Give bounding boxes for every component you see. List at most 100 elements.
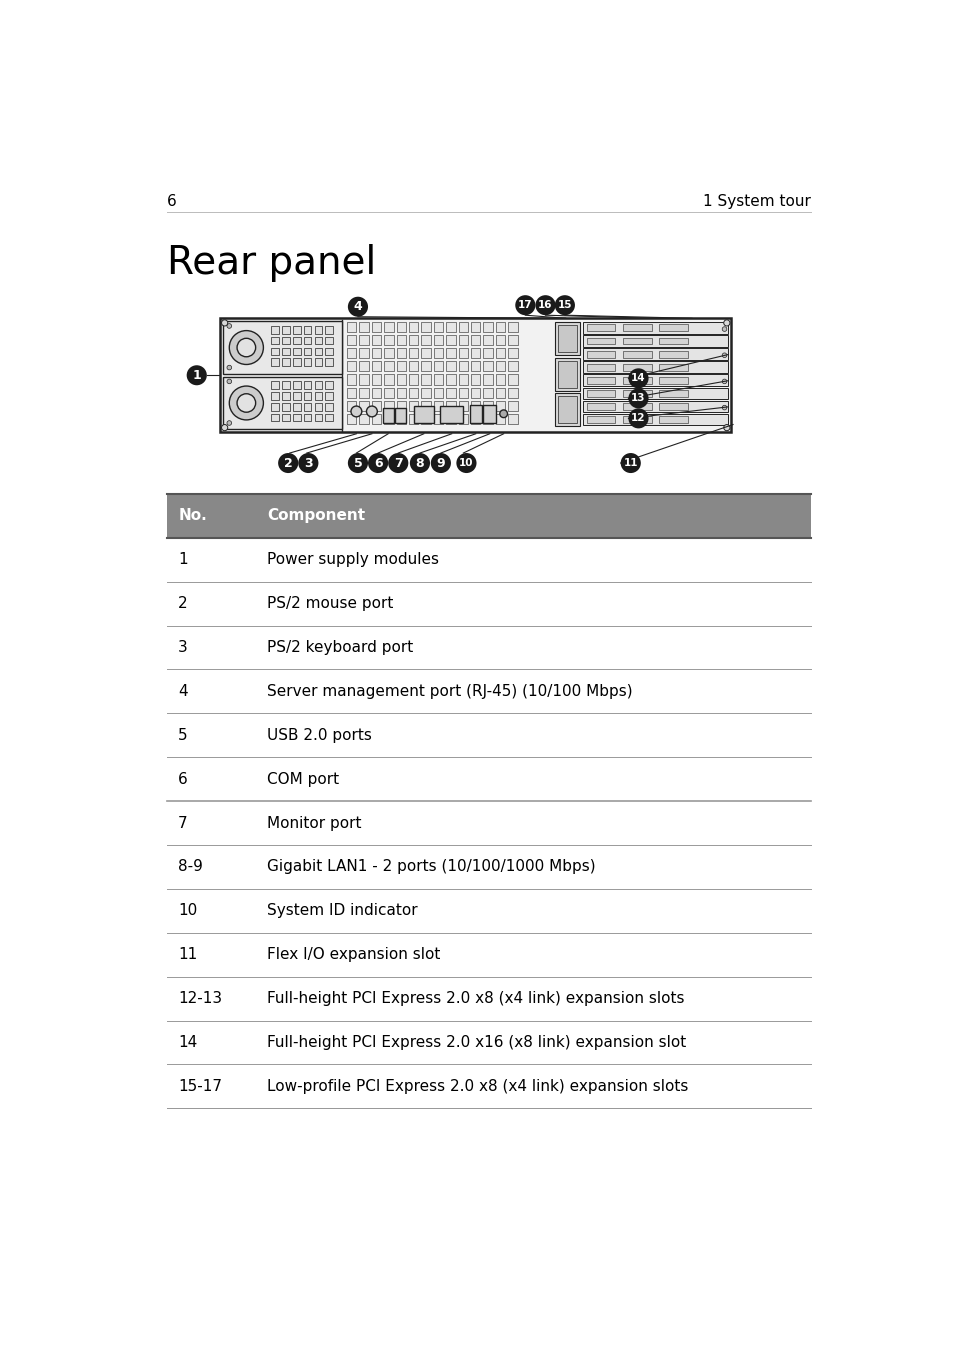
Bar (372, 375, 381, 385)
Bar (458, 348, 468, 359)
Circle shape (723, 424, 729, 431)
Bar (384, 361, 394, 371)
Bar (421, 413, 431, 424)
Bar (167, 494, 810, 538)
Bar (582, 387, 728, 400)
Text: 7: 7 (394, 456, 402, 470)
Bar (223, 376, 342, 428)
Bar (508, 375, 517, 385)
Bar (396, 401, 406, 411)
Bar (220, 318, 731, 433)
Bar (446, 401, 456, 411)
Text: Power supply modules: Power supply modules (267, 552, 438, 567)
Bar (458, 413, 468, 424)
Bar (421, 361, 431, 371)
Bar (622, 324, 651, 331)
Bar (458, 375, 468, 385)
Bar (303, 348, 311, 355)
Bar (293, 392, 300, 400)
Text: 8: 8 (416, 456, 424, 470)
Bar (508, 387, 517, 397)
Text: 15-17: 15-17 (178, 1079, 222, 1094)
Bar (409, 413, 418, 424)
Circle shape (410, 453, 430, 474)
Bar (483, 335, 493, 345)
Bar (421, 322, 431, 333)
Bar (384, 348, 394, 359)
Bar (409, 361, 418, 371)
Text: 12-13: 12-13 (178, 991, 222, 1006)
Bar (586, 364, 615, 371)
Bar (325, 402, 333, 411)
Bar (434, 335, 443, 345)
Bar (483, 387, 493, 397)
Text: 11: 11 (178, 947, 197, 962)
Circle shape (221, 320, 228, 326)
Bar (586, 416, 615, 423)
Bar (496, 348, 505, 359)
Bar (372, 413, 381, 424)
Circle shape (721, 379, 726, 383)
Bar (347, 375, 356, 385)
Bar (347, 335, 356, 345)
Bar (622, 416, 651, 423)
Bar (659, 376, 687, 383)
Text: 1 System tour: 1 System tour (702, 194, 810, 208)
Bar (409, 322, 418, 333)
Bar (446, 322, 456, 333)
Text: COM port: COM port (267, 772, 339, 787)
Bar (303, 337, 311, 345)
Bar (659, 402, 687, 409)
Bar (446, 361, 456, 371)
Circle shape (368, 453, 388, 474)
Bar (483, 322, 493, 333)
Bar (396, 387, 406, 397)
Text: USB 2.0 ports: USB 2.0 ports (267, 728, 372, 743)
Bar (622, 390, 651, 397)
Bar (384, 413, 394, 424)
Bar (508, 322, 517, 333)
Bar (421, 387, 431, 397)
Bar (282, 382, 290, 389)
Text: Component: Component (267, 508, 365, 523)
Bar (372, 335, 381, 345)
Bar (508, 401, 517, 411)
Bar (622, 350, 651, 357)
Text: 4: 4 (178, 684, 188, 698)
Bar (395, 408, 406, 423)
Bar (372, 387, 381, 397)
Bar (271, 348, 278, 355)
Bar (434, 322, 443, 333)
Text: 10: 10 (178, 904, 197, 919)
Bar (446, 387, 456, 397)
Bar (372, 361, 381, 371)
Bar (659, 364, 687, 371)
Bar (434, 401, 443, 411)
Bar (347, 361, 356, 371)
Bar (409, 375, 418, 385)
Circle shape (351, 407, 361, 416)
Text: Monitor port: Monitor port (267, 816, 361, 831)
Bar (421, 375, 431, 385)
Bar (659, 390, 687, 397)
Bar (303, 402, 311, 411)
Bar (303, 359, 311, 366)
Text: 6: 6 (374, 456, 382, 470)
Bar (271, 326, 278, 334)
Bar (458, 361, 468, 371)
Circle shape (721, 405, 726, 409)
Bar (434, 348, 443, 359)
Bar (586, 390, 615, 397)
Bar (471, 322, 480, 333)
Bar (409, 401, 418, 411)
Circle shape (229, 386, 263, 420)
Circle shape (348, 453, 368, 474)
Bar (282, 326, 290, 334)
Text: 10: 10 (458, 459, 474, 468)
Circle shape (278, 453, 298, 474)
Bar (314, 392, 322, 400)
Bar (372, 322, 381, 333)
Bar (555, 393, 579, 426)
Bar (325, 392, 333, 400)
Text: 3: 3 (304, 456, 313, 470)
